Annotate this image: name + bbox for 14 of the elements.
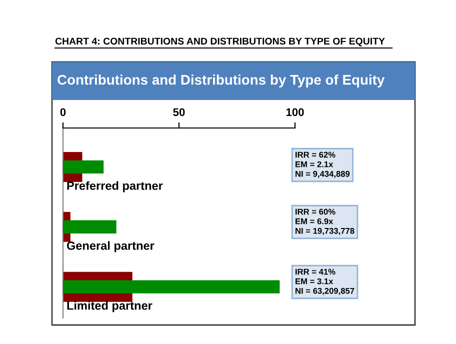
bar	[63, 280, 280, 294]
text: IRR = 62% EM = 2.1x NI = 9,434,889	[296, 152, 350, 178]
chart-title: CHART 4: CONTRIBUTIONS AND DISTRIBUTIONS BY TYPE OF EQUITY	[55, 38, 385, 46]
text: IRR = 60% EM = 6.9x NI = 19,733,778	[296, 208, 354, 236]
y-tick-label: General partner	[66, 241, 154, 252]
bar	[63, 220, 116, 234]
y-tick-label: Preferred partner	[67, 181, 163, 192]
text: IRR = 41% EM = 3.1x NI = 63,209,857	[296, 268, 354, 296]
x-tick-label: 100	[286, 108, 304, 116]
bar	[63, 160, 104, 174]
x-tick-label: 50	[173, 108, 185, 116]
y-tick-label: Limited partner	[67, 301, 152, 312]
chart-subtitle: Contributions and Distributions by Type of Equity	[58, 74, 385, 88]
x-tick-label: 0	[60, 108, 66, 116]
